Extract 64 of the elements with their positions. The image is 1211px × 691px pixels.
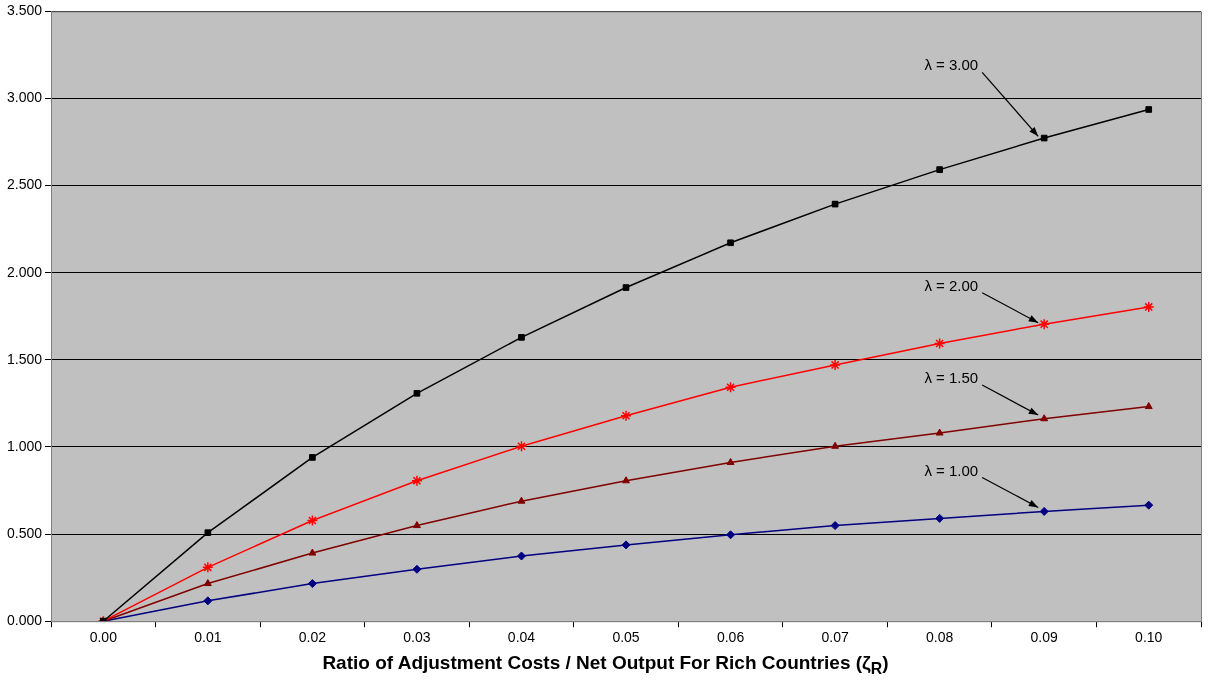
point (935, 428, 944, 436)
point (307, 579, 317, 589)
point (308, 548, 317, 556)
point (203, 579, 212, 587)
point (621, 540, 631, 550)
point (726, 530, 736, 540)
point (622, 476, 630, 484)
x-tick-label: 0.01 (194, 629, 222, 646)
x-tick-label: 0.10 (1135, 629, 1163, 646)
point (1040, 414, 1049, 422)
point (412, 564, 422, 574)
point (517, 496, 526, 504)
y-tick-label: 2.000 (6, 263, 43, 280)
point (831, 200, 839, 208)
point (306, 514, 319, 527)
point (831, 441, 840, 449)
y-tick-label: 1.500 (6, 350, 43, 367)
point (516, 551, 526, 561)
point (830, 521, 840, 531)
point (1038, 318, 1050, 330)
x-tick-label: 0.07 (821, 629, 849, 646)
point (1142, 301, 1155, 313)
point (936, 166, 943, 173)
point (933, 337, 946, 350)
point (622, 284, 630, 291)
point (204, 529, 212, 537)
x-tick-label: 0.05 (612, 629, 640, 646)
y-tick-label: 0.500 (6, 524, 43, 541)
point (202, 561, 214, 574)
point (1144, 500, 1154, 510)
point (829, 359, 841, 371)
x-tick-label: 0.03 (403, 629, 431, 646)
annotation: λ = 1.00 (924, 461, 979, 479)
point (515, 440, 528, 453)
x-tick-label: 0.00 (89, 629, 118, 646)
y-tick-label: 0.000 (6, 612, 43, 629)
x-tick-label: 0.06 (716, 629, 745, 646)
point (309, 454, 316, 461)
annotation: λ = 3.00 (924, 56, 979, 74)
annotation: λ = 1.50 (924, 369, 979, 387)
x-tick-label: 0.09 (1030, 629, 1059, 646)
point (1145, 106, 1153, 113)
point (1039, 506, 1049, 516)
y-tick-label: 1.000 (6, 437, 43, 454)
x-tick-label: 0.04 (507, 629, 536, 646)
y-tick-label: 3.000 (6, 89, 43, 106)
point (518, 334, 525, 341)
y-tick-label: 3.500 (6, 2, 43, 19)
point (412, 521, 421, 529)
point (1040, 134, 1048, 142)
point (1144, 402, 1153, 410)
x-tick-label: 0.08 (926, 629, 954, 646)
point (413, 389, 421, 397)
x-tick-label: 0.02 (298, 629, 327, 646)
point (935, 513, 945, 523)
point (727, 239, 734, 247)
x-axis-title: Ratio of Adjustment Costs / Net Output For Rich Countries (ζ$_{R}$) (321, 652, 890, 678)
point (203, 596, 213, 606)
annotation: λ = 2.00 (924, 276, 979, 294)
y-tick-label: 2.500 (6, 176, 43, 193)
point (726, 457, 735, 465)
point (411, 475, 423, 487)
point (620, 410, 632, 422)
point (724, 381, 737, 393)
